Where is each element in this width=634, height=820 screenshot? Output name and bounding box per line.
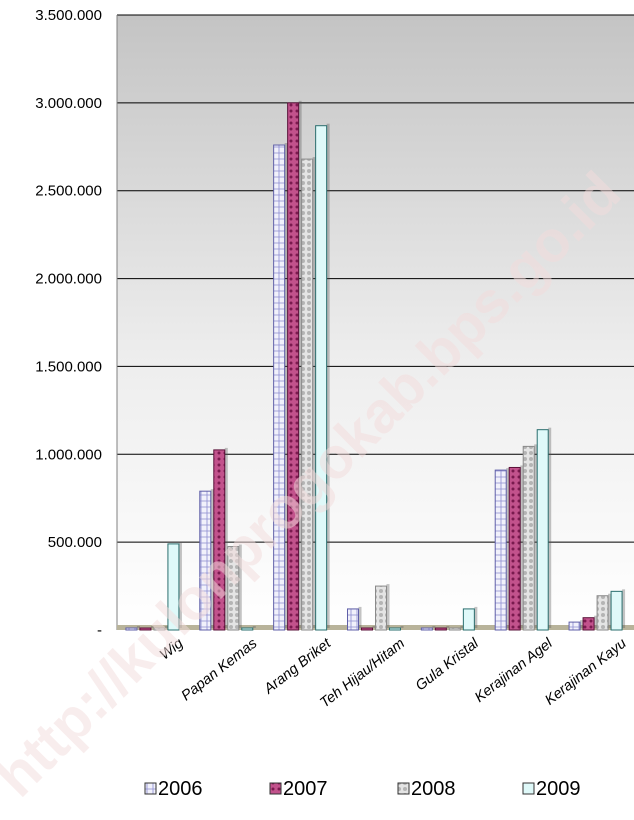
bar-2007-2 bbox=[287, 102, 300, 631]
y-tick-label: 1.000.000 bbox=[35, 446, 102, 463]
bar-2008-2 bbox=[301, 158, 314, 631]
legend-label: 2007 bbox=[283, 778, 328, 800]
y-tick-label: 3.500.000 bbox=[35, 7, 102, 24]
y-tick-label: 3.000.000 bbox=[35, 95, 102, 112]
bar-2008-0 bbox=[153, 627, 166, 631]
bar-2009-5 bbox=[536, 429, 549, 631]
bar-shade bbox=[372, 626, 376, 628]
legend-swatch bbox=[144, 782, 157, 795]
bar-2008-3 bbox=[375, 585, 387, 631]
bar-2007-0 bbox=[139, 627, 152, 631]
category-label: Gula Kristal bbox=[413, 635, 483, 694]
gridlines bbox=[117, 14, 634, 543]
bar-shade bbox=[358, 606, 362, 628]
bar-shade bbox=[312, 157, 316, 629]
bar-2006-4 bbox=[420, 627, 433, 631]
bar-shade bbox=[622, 589, 626, 628]
bar-shade bbox=[580, 620, 584, 628]
bar-shade bbox=[178, 541, 182, 628]
bar-shade bbox=[432, 626, 436, 628]
bars bbox=[125, 100, 626, 631]
bar-2008-1 bbox=[227, 546, 240, 631]
bar-shade bbox=[224, 447, 228, 628]
bar-shade bbox=[238, 544, 242, 628]
bar-shade bbox=[400, 626, 404, 628]
bar-2006-5 bbox=[494, 469, 507, 631]
bar-2007-4 bbox=[434, 627, 447, 631]
bar-2006-0 bbox=[125, 627, 138, 631]
bar-2008-5 bbox=[522, 445, 535, 631]
bar-shade bbox=[548, 427, 552, 628]
bar-shade bbox=[506, 468, 510, 628]
bar-2009-1 bbox=[241, 627, 254, 631]
legend-swatch bbox=[269, 782, 282, 795]
bar-2009-2 bbox=[315, 125, 328, 631]
bar-2009-3 bbox=[389, 627, 401, 631]
bar-shade bbox=[446, 626, 450, 628]
legend-swatch bbox=[522, 782, 535, 795]
plot-background bbox=[117, 15, 634, 630]
y-tick-label: 500.000 bbox=[48, 534, 102, 551]
bar-2007-6 bbox=[582, 617, 595, 631]
bar-2006-1 bbox=[199, 490, 212, 631]
y-tick-label: 2.500.000 bbox=[35, 183, 102, 200]
bar-2006-2 bbox=[273, 144, 286, 631]
bar-2009-4 bbox=[462, 608, 475, 631]
bar-shade bbox=[252, 626, 256, 628]
bar-shade bbox=[136, 626, 140, 628]
bar-2006-3 bbox=[347, 608, 359, 631]
y-tick-label: 2.000.000 bbox=[35, 271, 102, 288]
bar-shade bbox=[460, 626, 464, 628]
bar-shade bbox=[386, 584, 390, 628]
legend-label: 2006 bbox=[158, 778, 203, 800]
bar-shade bbox=[298, 100, 302, 629]
bar-2007-1 bbox=[213, 449, 226, 631]
bar-2006-6 bbox=[568, 621, 581, 631]
bar-2009-6 bbox=[610, 590, 623, 631]
bar-shade bbox=[210, 489, 214, 628]
bar-2007-5 bbox=[508, 466, 521, 631]
bar-2007-3 bbox=[361, 627, 373, 631]
bar-shade bbox=[284, 143, 288, 628]
legend-label: 2008 bbox=[411, 778, 456, 800]
bar-shade bbox=[474, 606, 478, 628]
bar-shade bbox=[594, 615, 598, 628]
bar-shade bbox=[164, 626, 168, 628]
bar-2008-4 bbox=[448, 627, 461, 631]
bar-2008-6 bbox=[596, 595, 609, 631]
y-tick-label: 1.500.000 bbox=[35, 358, 102, 375]
bar-shade bbox=[520, 465, 524, 628]
bar-2009-0 bbox=[167, 543, 180, 631]
legend-label: 2009 bbox=[536, 778, 581, 800]
category-label: Arang Briket bbox=[261, 635, 335, 698]
bar-shade bbox=[608, 593, 612, 628]
bar-shade bbox=[150, 626, 154, 628]
category-label: Kerajinan Kayu bbox=[542, 636, 629, 709]
y-tick-label: - bbox=[97, 622, 102, 639]
bar-shade bbox=[534, 444, 538, 628]
y-tick-labels: - 500.000 1.000.000 1.500.000 2.000.000 2.500… bbox=[35, 7, 102, 639]
legend-swatch bbox=[397, 782, 410, 795]
legend: 2006 2007 2008 2009 bbox=[144, 778, 581, 800]
bar-shade bbox=[326, 123, 330, 628]
